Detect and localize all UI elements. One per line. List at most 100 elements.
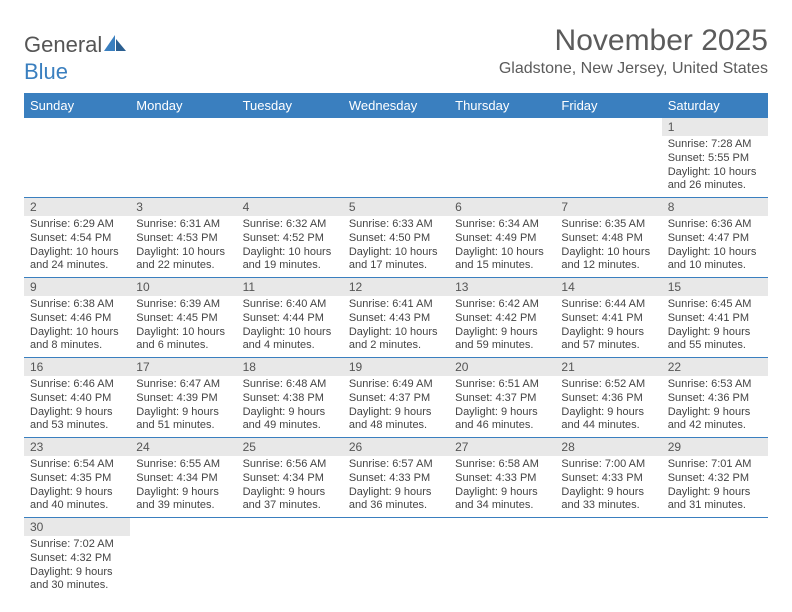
info-line: Daylight: 9 hours bbox=[349, 406, 443, 420]
day-info: Sunrise: 6:38 AMSunset: 4:46 PMDaylight:… bbox=[24, 296, 130, 357]
info-line: and 34 minutes. bbox=[455, 499, 549, 513]
info-line: Sunset: 4:33 PM bbox=[455, 472, 549, 486]
calendar-cell: 29Sunrise: 7:01 AMSunset: 4:32 PMDayligh… bbox=[662, 438, 768, 518]
info-line: Sunset: 4:41 PM bbox=[668, 312, 762, 326]
day-info: Sunrise: 6:35 AMSunset: 4:48 PMDaylight:… bbox=[555, 216, 661, 277]
day-number: 10 bbox=[130, 278, 236, 296]
info-line: Sunrise: 6:35 AM bbox=[561, 218, 655, 232]
calendar-cell: 24Sunrise: 6:55 AMSunset: 4:34 PMDayligh… bbox=[130, 438, 236, 518]
calendar-cell: 9Sunrise: 6:38 AMSunset: 4:46 PMDaylight… bbox=[24, 278, 130, 358]
calendar-cell-empty bbox=[449, 518, 555, 598]
info-line: and 26 minutes. bbox=[668, 179, 762, 193]
info-line: Sunset: 4:46 PM bbox=[30, 312, 124, 326]
info-line: Sunrise: 6:34 AM bbox=[455, 218, 549, 232]
sail-icon bbox=[104, 33, 126, 59]
calendar-row: 16Sunrise: 6:46 AMSunset: 4:40 PMDayligh… bbox=[24, 358, 768, 438]
info-line: and 44 minutes. bbox=[561, 419, 655, 433]
day-info: Sunrise: 7:00 AMSunset: 4:33 PMDaylight:… bbox=[555, 456, 661, 517]
info-line: Sunset: 4:36 PM bbox=[561, 392, 655, 406]
calendar-page: GeneralBlue November 2025 Gladstone, New… bbox=[0, 0, 792, 597]
calendar-row: 30Sunrise: 7:02 AMSunset: 4:32 PMDayligh… bbox=[24, 518, 768, 598]
info-line: and 39 minutes. bbox=[136, 499, 230, 513]
calendar-cell-empty bbox=[662, 518, 768, 598]
day-info: Sunrise: 6:34 AMSunset: 4:49 PMDaylight:… bbox=[449, 216, 555, 277]
day-header: Wednesday bbox=[343, 93, 449, 118]
calendar-row: 1Sunrise: 7:28 AMSunset: 5:55 PMDaylight… bbox=[24, 118, 768, 198]
day-header: Monday bbox=[130, 93, 236, 118]
info-line: Sunrise: 6:31 AM bbox=[136, 218, 230, 232]
info-line: Sunrise: 6:45 AM bbox=[668, 298, 762, 312]
day-info: Sunrise: 6:41 AMSunset: 4:43 PMDaylight:… bbox=[343, 296, 449, 357]
info-line: Sunset: 4:33 PM bbox=[561, 472, 655, 486]
info-line: Daylight: 10 hours bbox=[349, 246, 443, 260]
info-line: and 53 minutes. bbox=[30, 419, 124, 433]
info-line: Sunset: 4:34 PM bbox=[243, 472, 337, 486]
day-number: 26 bbox=[343, 438, 449, 456]
day-number: 25 bbox=[237, 438, 343, 456]
day-info: Sunrise: 6:48 AMSunset: 4:38 PMDaylight:… bbox=[237, 376, 343, 437]
calendar-cell: 12Sunrise: 6:41 AMSunset: 4:43 PMDayligh… bbox=[343, 278, 449, 358]
info-line: Sunrise: 6:58 AM bbox=[455, 458, 549, 472]
calendar-cell-empty bbox=[555, 118, 661, 198]
info-line: and 46 minutes. bbox=[455, 419, 549, 433]
calendar-cell-empty bbox=[130, 118, 236, 198]
info-line: and 40 minutes. bbox=[30, 499, 124, 513]
info-line: Sunset: 4:35 PM bbox=[30, 472, 124, 486]
info-line: Sunrise: 6:54 AM bbox=[30, 458, 124, 472]
day-number: 3 bbox=[130, 198, 236, 216]
info-line: Sunset: 4:52 PM bbox=[243, 232, 337, 246]
info-line: Daylight: 9 hours bbox=[136, 486, 230, 500]
info-line: Sunrise: 6:36 AM bbox=[668, 218, 762, 232]
info-line: Sunset: 5:55 PM bbox=[668, 152, 762, 166]
day-info: Sunrise: 6:46 AMSunset: 4:40 PMDaylight:… bbox=[24, 376, 130, 437]
info-line: Sunrise: 6:56 AM bbox=[243, 458, 337, 472]
day-number: 24 bbox=[130, 438, 236, 456]
info-line: Sunset: 4:45 PM bbox=[136, 312, 230, 326]
info-line: Sunset: 4:38 PM bbox=[243, 392, 337, 406]
calendar-row: 9Sunrise: 6:38 AMSunset: 4:46 PMDaylight… bbox=[24, 278, 768, 358]
info-line: Sunset: 4:32 PM bbox=[668, 472, 762, 486]
info-line: Sunset: 4:49 PM bbox=[455, 232, 549, 246]
day-info: Sunrise: 6:52 AMSunset: 4:36 PMDaylight:… bbox=[555, 376, 661, 437]
info-line: Sunrise: 6:46 AM bbox=[30, 378, 124, 392]
day-header: Thursday bbox=[449, 93, 555, 118]
info-line: Sunrise: 6:57 AM bbox=[349, 458, 443, 472]
day-number: 11 bbox=[237, 278, 343, 296]
info-line: Daylight: 9 hours bbox=[455, 486, 549, 500]
info-line: Sunrise: 6:33 AM bbox=[349, 218, 443, 232]
day-info: Sunrise: 6:55 AMSunset: 4:34 PMDaylight:… bbox=[130, 456, 236, 517]
info-line: and 10 minutes. bbox=[668, 259, 762, 273]
day-info: Sunrise: 6:40 AMSunset: 4:44 PMDaylight:… bbox=[237, 296, 343, 357]
info-line: Sunrise: 6:39 AM bbox=[136, 298, 230, 312]
day-number: 28 bbox=[555, 438, 661, 456]
day-number: 13 bbox=[449, 278, 555, 296]
info-line: Daylight: 9 hours bbox=[30, 406, 124, 420]
day-info: Sunrise: 6:53 AMSunset: 4:36 PMDaylight:… bbox=[662, 376, 768, 437]
info-line: Daylight: 10 hours bbox=[30, 246, 124, 260]
info-line: and 31 minutes. bbox=[668, 499, 762, 513]
info-line: Sunset: 4:39 PM bbox=[136, 392, 230, 406]
day-info: Sunrise: 6:29 AMSunset: 4:54 PMDaylight:… bbox=[24, 216, 130, 277]
info-line: Sunset: 4:44 PM bbox=[243, 312, 337, 326]
day-header-row: SundayMondayTuesdayWednesdayThursdayFrid… bbox=[24, 93, 768, 118]
info-line: Daylight: 9 hours bbox=[561, 326, 655, 340]
info-line: Daylight: 10 hours bbox=[136, 326, 230, 340]
page-header: GeneralBlue November 2025 Gladstone, New… bbox=[24, 24, 768, 85]
day-info: Sunrise: 6:57 AMSunset: 4:33 PMDaylight:… bbox=[343, 456, 449, 517]
calendar-body: 1Sunrise: 7:28 AMSunset: 5:55 PMDaylight… bbox=[24, 118, 768, 597]
calendar-cell: 6Sunrise: 6:34 AMSunset: 4:49 PMDaylight… bbox=[449, 198, 555, 278]
info-line: Daylight: 9 hours bbox=[668, 406, 762, 420]
info-line: Sunset: 4:53 PM bbox=[136, 232, 230, 246]
day-number: 4 bbox=[237, 198, 343, 216]
info-line: Daylight: 9 hours bbox=[136, 406, 230, 420]
day-info: Sunrise: 6:49 AMSunset: 4:37 PMDaylight:… bbox=[343, 376, 449, 437]
day-header: Sunday bbox=[24, 93, 130, 118]
day-info: Sunrise: 6:45 AMSunset: 4:41 PMDaylight:… bbox=[662, 296, 768, 357]
info-line: Sunset: 4:36 PM bbox=[668, 392, 762, 406]
calendar-cell: 7Sunrise: 6:35 AMSunset: 4:48 PMDaylight… bbox=[555, 198, 661, 278]
info-line: Daylight: 10 hours bbox=[561, 246, 655, 260]
calendar-cell: 8Sunrise: 6:36 AMSunset: 4:47 PMDaylight… bbox=[662, 198, 768, 278]
info-line: Sunrise: 6:42 AM bbox=[455, 298, 549, 312]
info-line: Sunrise: 7:02 AM bbox=[30, 538, 124, 552]
calendar-cell-empty bbox=[449, 118, 555, 198]
